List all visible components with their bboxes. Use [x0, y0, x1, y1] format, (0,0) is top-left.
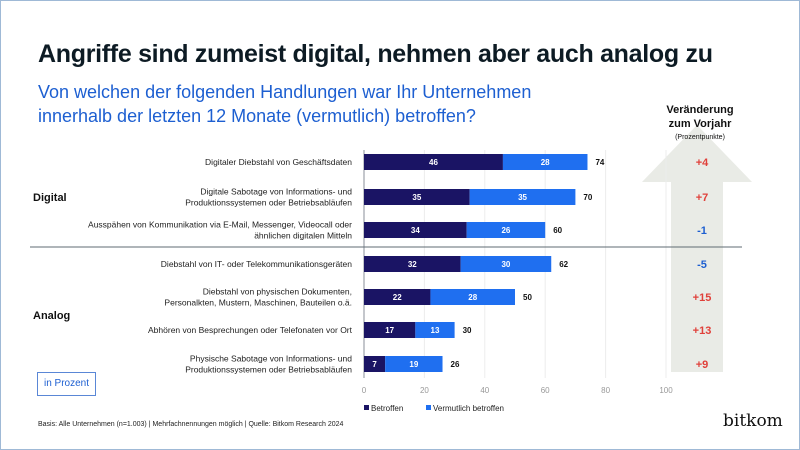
bar-vermutlich [430, 289, 515, 305]
bar-vermutlich [466, 222, 546, 238]
x-tick-label: 40 [480, 386, 489, 395]
x-tick-label: 0 [362, 386, 367, 395]
bar-value-label: 30 [501, 260, 510, 269]
category-label: Diebstahl von IT- oder Telekommunikation… [161, 259, 352, 269]
total-label: 70 [583, 193, 592, 202]
change-header-unit: (Prozentpunkte) [675, 134, 725, 141]
legend-swatch [364, 405, 369, 410]
unit-box: in Prozent [37, 372, 96, 396]
group-label-digital: Digital [33, 192, 67, 204]
category-label: Produktionssystemen oder Betriebsabläufe… [185, 198, 352, 208]
bar-value-label: 13 [431, 326, 440, 335]
total-label: 26 [451, 360, 460, 369]
bar-vermutlich [502, 154, 588, 170]
category-label: ähnlichen digitalen Mitteln [254, 231, 352, 241]
category-label: Abhören von Besprechungen oder Telefonat… [148, 325, 353, 335]
change-header: Veränderung zum Vorjahr (Prozentpunkte) [650, 103, 750, 145]
bar-vermutlich [385, 356, 443, 372]
category-label: Ausspähen von Kommunikation via E-Mail, … [88, 220, 352, 230]
group-label-analog: Analog [33, 310, 70, 322]
bar-betroffen [364, 189, 470, 205]
category-label: Diebstahl von physischen Dokumenten, [203, 287, 352, 297]
legend-label: Betroffen [371, 404, 403, 413]
bar-value-label: 35 [412, 193, 421, 202]
bar-value-label: 28 [468, 293, 477, 302]
subtitle-line-1: Von welchen der folgenden Handlungen war… [38, 82, 532, 102]
total-label: 60 [553, 226, 562, 235]
change-value: -1 [697, 225, 707, 237]
category-label: Produktionssystemen oder Betriebsabläufe… [185, 365, 352, 375]
subtitle: Von welchen der folgenden Handlungen war… [38, 80, 531, 128]
change-value: +13 [693, 325, 712, 337]
total-label: 50 [523, 293, 532, 302]
legend-swatch [426, 405, 431, 410]
total-label: 74 [595, 158, 604, 167]
bar-value-label: 7 [372, 360, 377, 369]
bar-value-label: 34 [411, 226, 420, 235]
change-value: +4 [696, 157, 709, 169]
category-label: Digitaler Diebstahl von Geschäftsdaten [205, 157, 352, 167]
bar-vermutlich [460, 256, 552, 272]
bar-value-label: 32 [408, 260, 417, 269]
x-tick-label: 60 [541, 386, 550, 395]
bar-betroffen [364, 256, 461, 272]
bar-betroffen [364, 222, 467, 238]
bar-value-label: 19 [409, 360, 418, 369]
category-label: Digitale Sabotage von Informations- und [200, 187, 352, 197]
category-label: Physische Sabotage von Informations- und [190, 354, 352, 364]
x-tick-label: 20 [420, 386, 429, 395]
bar-betroffen [364, 289, 431, 305]
bar-value-label: 35 [518, 193, 527, 202]
bar-value-label: 28 [541, 158, 550, 167]
bar-value-label: 26 [501, 226, 510, 235]
total-label: 62 [559, 260, 568, 269]
subtitle-line-2: innerhalb der letzten 12 Monate (vermutl… [38, 106, 476, 126]
change-value: +7 [696, 192, 709, 204]
total-label: 30 [463, 326, 472, 335]
bitkom-logo: bitkom [723, 411, 783, 431]
footnote: Basis: Alle Unternehmen (n=1.003) | Mehr… [38, 421, 344, 428]
bar-betroffen [364, 356, 386, 372]
legend-label: Vermutlich betroffen [433, 404, 504, 413]
x-tick-label: 100 [659, 386, 673, 395]
bar-vermutlich [469, 189, 576, 205]
x-tick-label: 80 [601, 386, 610, 395]
page-title: Angriffe sind zumeist digital, nehmen ab… [38, 40, 713, 68]
change-value: +15 [693, 292, 712, 304]
change-value: +9 [696, 359, 709, 371]
bar-betroffen [364, 154, 503, 170]
bar-vermutlich [415, 322, 455, 338]
arrow-background [642, 125, 752, 372]
change-value: -5 [697, 259, 707, 271]
bar-value-label: 17 [385, 326, 394, 335]
change-header-line1: Veränderung [666, 104, 734, 116]
category-label: Personalkten, Mustern, Maschinen, Bautei… [164, 298, 352, 308]
change-header-line2: zum Vorjahr [668, 118, 732, 130]
bar-betroffen [364, 322, 416, 338]
bar-value-label: 22 [393, 293, 402, 302]
bar-value-label: 46 [429, 158, 438, 167]
